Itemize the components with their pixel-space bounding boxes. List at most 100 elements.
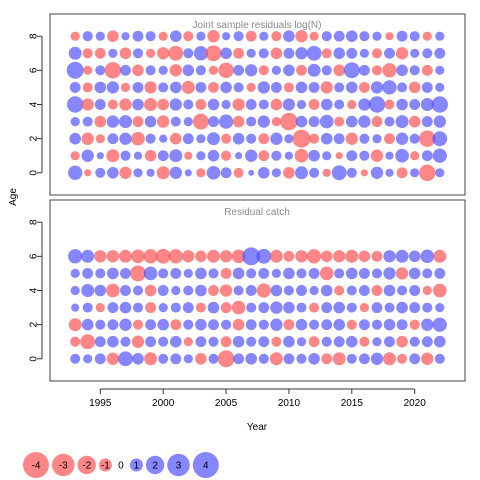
bubble — [382, 63, 397, 78]
bubble — [94, 336, 106, 348]
bubble — [321, 319, 333, 331]
bubble — [306, 45, 322, 61]
bubble — [322, 168, 331, 177]
bubble — [95, 319, 106, 330]
bubble — [232, 132, 245, 145]
bubble — [217, 350, 235, 368]
bubble — [70, 31, 80, 41]
bubble — [371, 268, 383, 279]
bubble — [94, 47, 106, 59]
bubble — [207, 30, 220, 43]
bubble — [183, 99, 194, 110]
bubble — [283, 82, 294, 93]
bubble — [118, 351, 133, 367]
bubble — [120, 336, 131, 347]
bubble — [347, 99, 357, 110]
bubble — [83, 354, 93, 364]
bubble — [107, 30, 119, 43]
bubble — [207, 98, 220, 111]
bubble — [144, 81, 157, 94]
bubble — [158, 353, 169, 364]
bubble — [258, 65, 269, 76]
bubble — [421, 150, 433, 162]
bubble — [119, 47, 132, 60]
x-tick-label: 2015 — [341, 398, 364, 409]
bubble — [233, 47, 245, 59]
bubble — [106, 352, 120, 365]
y-tick-label: 6 — [29, 253, 40, 259]
bubble — [395, 267, 409, 280]
bubble — [409, 353, 421, 365]
bubble — [333, 133, 345, 145]
bubble — [396, 30, 408, 42]
bubble — [133, 151, 143, 160]
bubble — [296, 64, 307, 76]
bubble — [409, 133, 420, 144]
bubble — [333, 30, 345, 42]
bubble — [119, 115, 132, 129]
bubble — [346, 302, 357, 313]
bubble — [246, 116, 257, 127]
bubble — [295, 47, 308, 60]
bubble — [283, 47, 295, 59]
bubble — [309, 319, 320, 330]
bubble — [309, 285, 319, 296]
bubble — [182, 133, 194, 145]
bubble — [331, 165, 347, 181]
bubble — [232, 335, 245, 348]
bubble — [107, 99, 118, 110]
bubble — [107, 335, 119, 348]
bubble — [321, 336, 332, 347]
bubble — [246, 268, 257, 279]
bubble — [283, 166, 295, 179]
bubble — [372, 31, 382, 41]
legend-bubble — [192, 452, 219, 478]
bubble — [119, 318, 132, 331]
bubble — [158, 268, 169, 279]
bubble — [245, 319, 257, 331]
bubble — [231, 300, 246, 315]
bubble — [95, 268, 106, 279]
bubble — [207, 249, 220, 263]
bubble — [308, 336, 320, 348]
bubble — [221, 319, 232, 330]
bubble — [257, 166, 270, 179]
bubble — [120, 150, 131, 161]
bubble — [168, 249, 183, 264]
bubble — [158, 31, 168, 41]
bubble — [258, 48, 269, 59]
bubble — [195, 81, 207, 93]
bubble — [295, 318, 308, 331]
bubble — [208, 353, 219, 364]
bubble — [144, 115, 157, 128]
bubble — [321, 31, 332, 42]
x-tick-label: 2005 — [215, 398, 238, 409]
bubble — [432, 148, 447, 163]
bubble — [132, 319, 144, 330]
bubble — [372, 337, 382, 347]
y-tick-label: 0 — [29, 170, 40, 176]
bubble — [271, 336, 282, 347]
bubble — [146, 48, 156, 58]
bubble — [181, 80, 195, 94]
bubble — [232, 98, 245, 111]
bubble — [168, 45, 184, 61]
bubble — [345, 81, 358, 94]
bottom-panel-x-axis: 1995 2000 2005 2010 2015 2020 — [89, 388, 426, 409]
bubble — [169, 30, 182, 43]
bubble — [270, 318, 283, 331]
bubble — [82, 267, 94, 279]
bubble — [345, 115, 358, 128]
bubble — [358, 98, 371, 111]
bubble — [409, 302, 421, 314]
bubble — [208, 116, 219, 128]
bubble — [158, 65, 168, 75]
bubble — [108, 48, 118, 58]
y-tick-label: 2 — [29, 135, 40, 141]
bubble — [434, 353, 445, 364]
bubble — [295, 250, 308, 263]
bubble — [120, 82, 131, 92]
bubble — [245, 352, 258, 365]
bubble — [408, 250, 421, 263]
legend-bubble — [167, 453, 190, 477]
